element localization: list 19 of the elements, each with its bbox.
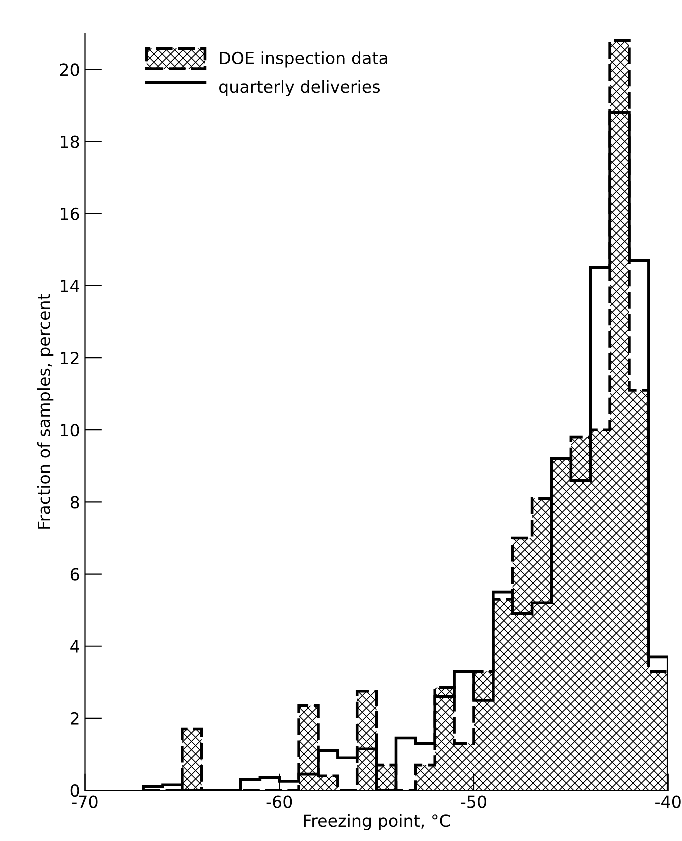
y-tick-label: 12 bbox=[61, 352, 79, 364]
y-tick-label: 14 bbox=[61, 280, 80, 292]
legend-label: quarterly deliveries bbox=[219, 80, 380, 96]
y-tick-label: 6 bbox=[70, 568, 80, 581]
y-axis-title: Fraction of samples, percent bbox=[37, 294, 54, 529]
y-tick-label: 16 bbox=[61, 208, 80, 220]
x-tick-label: -50 bbox=[461, 796, 486, 808]
x-tick-label: -40 bbox=[656, 796, 681, 808]
y-tick-label: 2 bbox=[71, 712, 79, 725]
y-tick-label: 8 bbox=[70, 496, 80, 509]
x-axis-title: Freezing point, °C bbox=[304, 814, 450, 830]
legend-label: DOE inspection data bbox=[220, 52, 388, 68]
y-tick-label: 18 bbox=[61, 136, 80, 148]
x-tick-label: -70 bbox=[72, 796, 98, 808]
y-tick-label: 10 bbox=[61, 424, 80, 437]
x-tick-label: -60 bbox=[266, 796, 292, 808]
y-tick-label: 4 bbox=[70, 640, 80, 653]
y-tick-label: 20 bbox=[60, 64, 80, 76]
y-tick-label: 0 bbox=[70, 784, 80, 798]
